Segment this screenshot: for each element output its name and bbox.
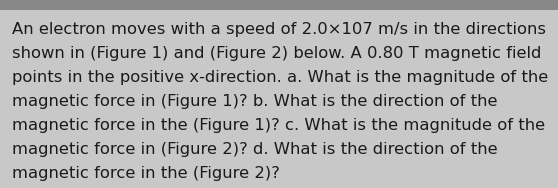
Text: An electron moves with a speed of 2.0×107 m/s in the directions: An electron moves with a speed of 2.0×10…: [12, 22, 546, 37]
Text: magnetic force in the (Figure 2)?: magnetic force in the (Figure 2)?: [12, 166, 280, 181]
Text: shown in (Figure 1) and (Figure 2) below. A 0.80 T magnetic field: shown in (Figure 1) and (Figure 2) below…: [12, 46, 541, 61]
Bar: [0, 0, 558, 10]
Text: points in the positive x-direction. a. What is the magnitude of the: points in the positive x-direction. a. W…: [12, 70, 549, 85]
Text: magnetic force in (Figure 2)? d. What is the direction of the: magnetic force in (Figure 2)? d. What is…: [12, 142, 498, 157]
Text: magnetic force in (Figure 1)? b. What is the direction of the: magnetic force in (Figure 1)? b. What is…: [12, 94, 498, 109]
Text: magnetic force in the (Figure 1)? c. What is the magnitude of the: magnetic force in the (Figure 1)? c. Wha…: [12, 118, 545, 133]
